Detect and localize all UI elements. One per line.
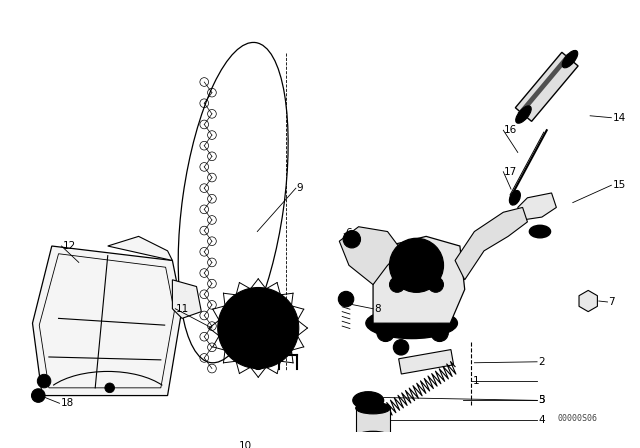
Text: 6: 6: [345, 228, 352, 238]
Ellipse shape: [356, 431, 390, 443]
Circle shape: [269, 330, 276, 338]
Text: 17: 17: [504, 167, 518, 177]
Ellipse shape: [562, 51, 578, 68]
Polygon shape: [515, 52, 578, 121]
Circle shape: [252, 295, 264, 307]
Text: 16: 16: [504, 125, 518, 135]
Polygon shape: [518, 193, 556, 220]
Polygon shape: [579, 290, 597, 312]
Circle shape: [271, 303, 283, 314]
Text: 5: 5: [538, 396, 545, 405]
Circle shape: [431, 324, 448, 341]
Text: 7: 7: [609, 297, 615, 307]
Text: 00000S06: 00000S06: [558, 414, 598, 422]
Text: 1: 1: [472, 376, 479, 386]
Polygon shape: [172, 280, 202, 319]
Circle shape: [31, 389, 45, 402]
Polygon shape: [108, 237, 172, 260]
Polygon shape: [399, 349, 454, 374]
Text: 15: 15: [612, 180, 625, 190]
Circle shape: [269, 318, 276, 326]
Text: 14: 14: [612, 113, 625, 123]
Circle shape: [240, 318, 248, 326]
Circle shape: [234, 303, 245, 314]
Ellipse shape: [516, 106, 531, 123]
Ellipse shape: [529, 225, 550, 238]
Ellipse shape: [360, 396, 377, 405]
Circle shape: [105, 383, 115, 392]
Polygon shape: [33, 246, 182, 396]
Ellipse shape: [366, 308, 458, 339]
Circle shape: [280, 322, 291, 334]
Polygon shape: [339, 227, 402, 284]
Circle shape: [428, 277, 444, 293]
Circle shape: [252, 349, 264, 361]
Circle shape: [248, 310, 256, 318]
Circle shape: [260, 338, 268, 346]
Circle shape: [260, 310, 268, 318]
Text: 8: 8: [374, 304, 381, 314]
Circle shape: [225, 322, 237, 334]
Circle shape: [390, 238, 444, 293]
Circle shape: [248, 338, 256, 346]
Polygon shape: [356, 408, 390, 437]
Circle shape: [271, 341, 283, 353]
Polygon shape: [455, 207, 527, 280]
Circle shape: [390, 277, 405, 293]
Ellipse shape: [512, 194, 518, 202]
Circle shape: [218, 288, 299, 369]
Circle shape: [250, 354, 266, 370]
Circle shape: [37, 375, 51, 388]
Circle shape: [343, 231, 360, 248]
Polygon shape: [373, 237, 465, 323]
Text: 18: 18: [60, 398, 74, 408]
Text: 13: 13: [261, 347, 275, 357]
Text: 9: 9: [297, 183, 303, 193]
Ellipse shape: [534, 228, 546, 235]
Text: 3: 3: [538, 396, 545, 405]
Circle shape: [240, 330, 248, 338]
Text: 11: 11: [176, 304, 189, 314]
Circle shape: [394, 340, 409, 355]
Text: 4: 4: [538, 415, 545, 425]
Ellipse shape: [509, 190, 520, 205]
Circle shape: [234, 341, 245, 353]
Circle shape: [250, 320, 266, 336]
Ellipse shape: [356, 402, 390, 414]
Circle shape: [377, 324, 394, 341]
Circle shape: [339, 291, 354, 307]
Ellipse shape: [353, 392, 383, 409]
Text: 2: 2: [538, 357, 545, 367]
Text: 12: 12: [63, 241, 76, 251]
Text: 10: 10: [239, 441, 252, 448]
